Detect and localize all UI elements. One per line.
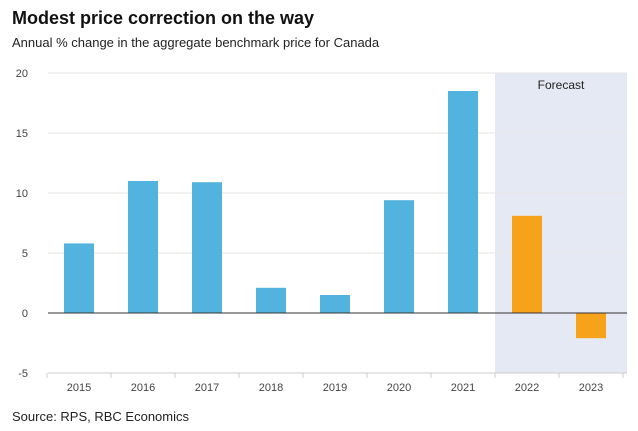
chart-title: Modest price correction on the way [12,8,315,28]
forecast-bar [576,313,606,339]
y-tick-label: 10 [16,188,28,200]
x-tick-label: 2020 [387,382,411,394]
bar [448,91,478,313]
x-tick-label: 2022 [515,382,539,394]
bar-chart: -5 0 5 10 15 20 2015 2016 2017 2018 2019 2020 2021 20… [16,68,627,394]
x-tick-label: 2016 [131,382,155,394]
x-tick-label: 2018 [259,382,283,394]
y-tick-label: 20 [16,68,28,80]
bar [64,243,94,313]
chart-source: Source: RPS, RBC Economics [12,409,190,424]
x-tick-label: 2015 [67,382,91,394]
x-tick-label: 2019 [323,382,347,394]
bar [320,295,350,313]
y-tick-label: 0 [22,308,28,320]
x-tick-label: 2017 [195,382,219,394]
bar [256,287,286,313]
forecast-bar [512,215,542,313]
x-tick-label: 2023 [579,382,603,394]
bar [384,200,414,313]
y-tick-label: -5 [18,368,28,380]
bar [128,181,158,313]
chart-subtitle: Annual % change in the aggregate benchma… [12,35,380,50]
forecast-label: Forecast [538,78,585,92]
bar [192,182,222,313]
y-tick-label: 15 [16,128,28,140]
x-tick-label: 2021 [451,382,475,394]
y-tick-label: 5 [22,248,28,260]
